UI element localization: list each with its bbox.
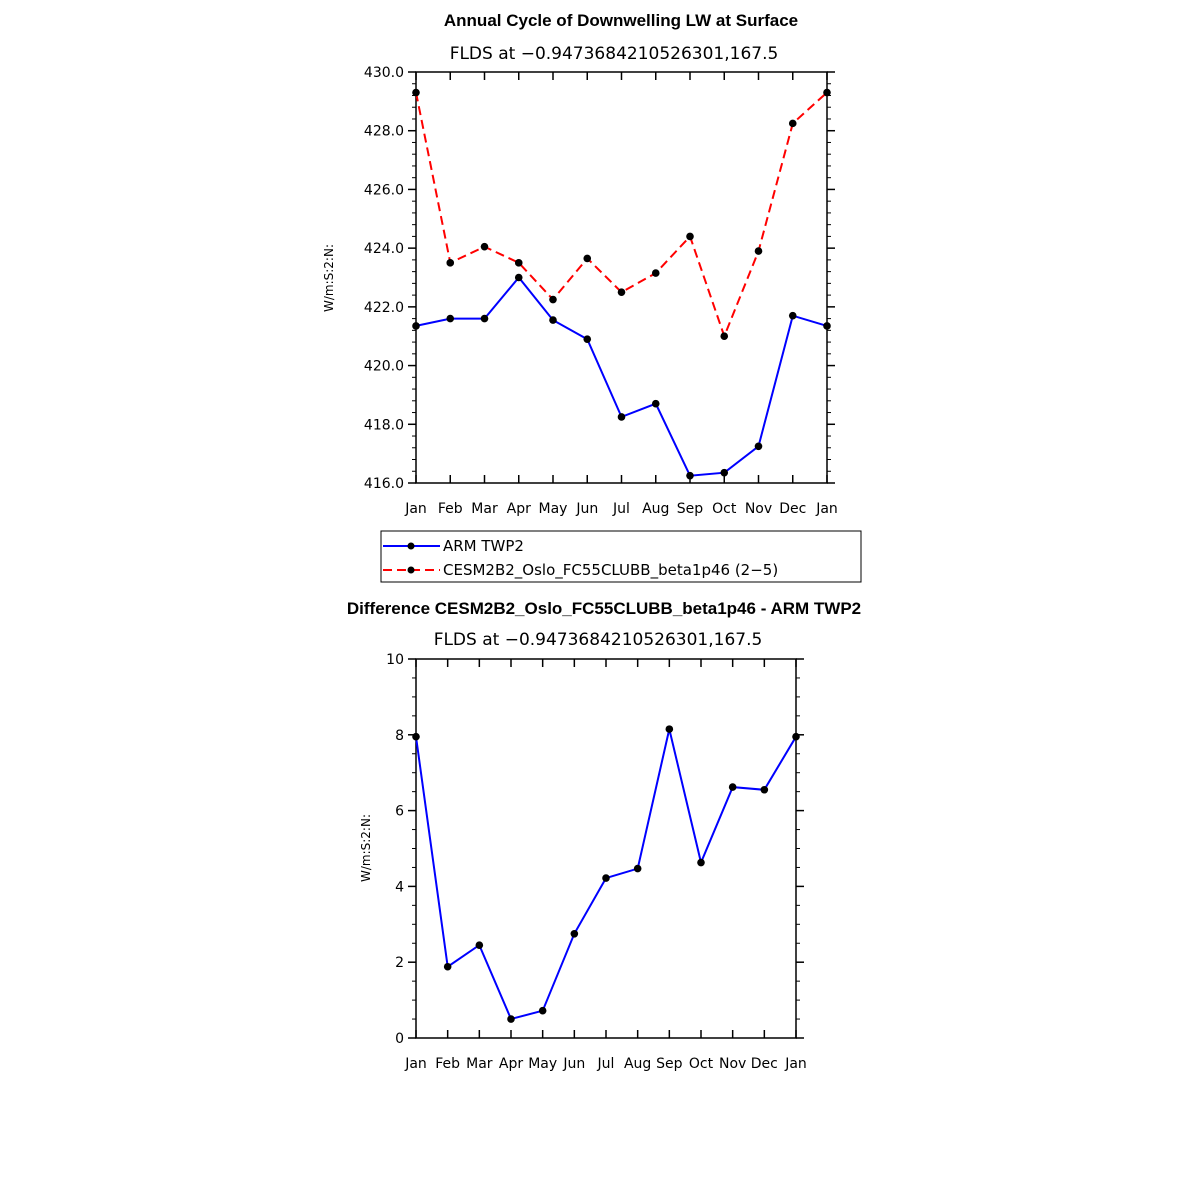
- chart2-frame: [415, 658, 797, 1039]
- legend-marker-arm: [407, 542, 415, 550]
- x-tick-label: Jan: [784, 1056, 807, 1072]
- chart2-series-1-point: [443, 962, 452, 971]
- x-tick-label: Mar: [466, 1056, 493, 1072]
- chart1-series-1-line: [415, 275, 828, 477]
- chart1-series-1-point: [788, 311, 797, 320]
- chart2-series-1-point: [412, 732, 420, 741]
- chart1-series-2-point: [583, 254, 592, 263]
- y-tick-label: 422.0: [364, 300, 404, 316]
- chart2-series-1-point: [728, 783, 737, 791]
- chart1-series-1-point: [686, 471, 694, 480]
- x-tick-label: Jan: [815, 501, 838, 517]
- chart1-series-1-point: [617, 413, 626, 421]
- chart1-series-2-point: [617, 288, 626, 296]
- chart1-series-1-point: [651, 399, 660, 408]
- chart2-series-1-point: [538, 1006, 547, 1015]
- chart1-series-2-point: [720, 332, 729, 341]
- x-tick-label: Nov: [745, 501, 772, 517]
- chart1-series-2-point: [412, 88, 420, 97]
- x-tick-label: Feb: [438, 501, 463, 517]
- chart1-series-2-point: [446, 259, 455, 267]
- chart1-series-1-point: [583, 335, 592, 343]
- y-tick-label: 6: [395, 804, 404, 820]
- chart2-series-1-line: [415, 728, 797, 1021]
- y-tick-label: 416.0: [364, 476, 404, 492]
- x-tick-label: Nov: [719, 1056, 746, 1072]
- chart1-series-1-point: [446, 314, 455, 323]
- chart2-series-1-point: [760, 785, 769, 794]
- chart1-series-2-point: [651, 269, 660, 277]
- chart2-series-1-point: [507, 1015, 515, 1023]
- x-tick-label: Dec: [779, 501, 806, 517]
- x-tick-label: Jun: [562, 1056, 585, 1072]
- x-tick-label: Jul: [597, 1056, 615, 1072]
- x-tick-label: Dec: [751, 1056, 778, 1072]
- chart1-series-1-point: [549, 316, 557, 324]
- y-tick-label: 430.0: [364, 65, 404, 81]
- chart2-series-1-point: [475, 941, 484, 949]
- chart2-title: Difference CESM2B2_Oslo_FC55CLUBB_beta1p…: [347, 599, 861, 618]
- chart2-subtitle: FLDS at −0.9473684210526301,167.5: [434, 630, 763, 650]
- chart1-plot-area: Jan Feb Mar Apr May Jun Jul Aug Sep Oct Nov Dec Jan4…: [364, 65, 838, 517]
- chart1-series-1-point: [412, 322, 420, 330]
- x-tick-label: Apr: [499, 1056, 523, 1072]
- x-tick-label: Aug: [642, 501, 669, 517]
- y-tick-label: 10: [386, 652, 404, 668]
- chart1-series-2-point: [823, 88, 831, 97]
- chart1-subtitle: FLDS at −0.9473684210526301,167.5: [450, 44, 779, 64]
- chart1-ylabel: W/m:S:2:N:: [322, 244, 336, 312]
- x-tick-label: Jul: [612, 501, 630, 517]
- chart1-series-2-point: [549, 295, 557, 304]
- chart1-series-2-line: [415, 91, 828, 340]
- y-tick-label: 8: [395, 728, 404, 744]
- chart1-series-1-point: [754, 442, 763, 451]
- chart1-series-2-point: [480, 242, 489, 251]
- chart2-series-1-point: [633, 864, 642, 873]
- y-tick-label: 418.0: [364, 417, 404, 433]
- y-tick-label: 0: [395, 1031, 404, 1047]
- chart1-series-2-point: [686, 232, 694, 241]
- x-tick-label: May: [539, 501, 568, 517]
- x-tick-label: Apr: [507, 501, 531, 517]
- chart1-series-1-point: [823, 322, 831, 330]
- y-tick-label: 2: [395, 955, 404, 971]
- y-tick-label: 420.0: [364, 359, 404, 375]
- x-tick-label: Jun: [575, 501, 598, 517]
- y-tick-label: 428.0: [364, 124, 404, 140]
- y-tick-label: 4: [395, 879, 404, 895]
- x-tick-label: Oct: [712, 501, 737, 517]
- x-tick-label: Sep: [656, 1056, 683, 1072]
- chart1-title: Annual Cycle of Downwelling LW at Surfac…: [444, 11, 798, 30]
- x-tick-label: Feb: [435, 1056, 460, 1072]
- x-tick-label: Sep: [677, 501, 704, 517]
- legend-label-cesm: CESM2B2_Oslo_FC55CLUBB_beta1p46 (2−5): [443, 561, 778, 580]
- chart2-series-1-point: [697, 858, 705, 867]
- y-tick-label: 424.0: [364, 241, 404, 257]
- chart2-series-1-point: [792, 732, 800, 741]
- chart2-series-1-point: [665, 725, 674, 733]
- chart1-series-1-point: [720, 468, 729, 477]
- x-tick-label: Mar: [471, 501, 498, 517]
- chart1-series-1-point: [480, 314, 489, 323]
- legend-marker-cesm: [407, 566, 415, 574]
- y-tick-label: 426.0: [364, 182, 404, 198]
- x-tick-label: May: [528, 1056, 557, 1072]
- chart1-series-1-point: [514, 273, 523, 282]
- chart1-series-2-point: [754, 247, 763, 255]
- chart1-series-2-point: [788, 119, 797, 128]
- x-tick-label: Aug: [624, 1056, 651, 1072]
- legend-label-arm: ARM TWP2: [443, 537, 524, 555]
- chart1-legend: ARM TWP2 CESM2B2_Oslo_FC55CLUBB_beta1p46…: [380, 530, 862, 583]
- chart2-plot-area: Jan Feb Mar Apr May Jun Jul Aug Sep Oct Nov Dec Jan0…: [386, 652, 807, 1072]
- chart2-series-1-point: [602, 874, 610, 882]
- chart2-series-1-point: [570, 929, 579, 938]
- x-tick-label: Jan: [404, 1056, 427, 1072]
- chart1-series-2-point: [514, 259, 523, 267]
- x-tick-label: Oct: [689, 1056, 714, 1072]
- x-tick-label: Jan: [404, 501, 427, 517]
- chart2-ylabel: W/m:S:2:N:: [359, 814, 373, 882]
